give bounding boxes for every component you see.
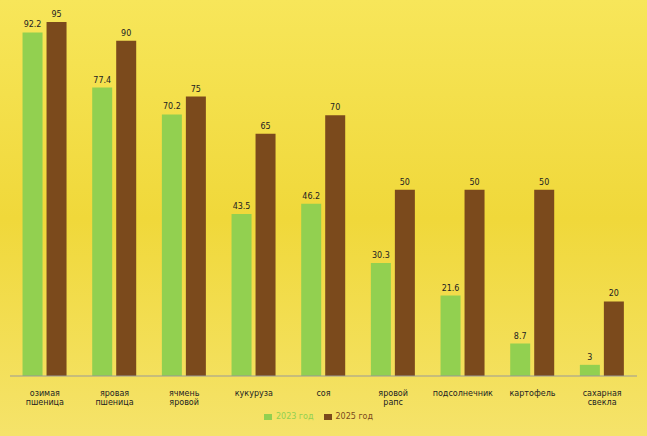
svg-text:50: 50	[400, 178, 410, 187]
svg-text:43.5: 43.5	[233, 202, 251, 211]
svg-text:70.2: 70.2	[163, 102, 181, 111]
svg-text:90: 90	[121, 29, 131, 38]
svg-text:картофель: картофель	[510, 389, 556, 398]
svg-text:подсолнечник: подсолнечник	[433, 389, 493, 398]
svg-text:соя: соя	[316, 389, 330, 398]
svg-text:яроваяпшеница: яроваяпшеница	[95, 389, 133, 407]
svg-text:70: 70	[330, 103, 340, 112]
svg-text:30.3: 30.3	[372, 251, 390, 260]
svg-text:50: 50	[539, 178, 549, 187]
svg-text:сахарнаясвекла: сахарнаясвекла	[583, 389, 622, 407]
svg-text:яровойрапс: яровойрапс	[378, 389, 408, 407]
svg-text:3: 3	[587, 353, 592, 362]
svg-text:8.7: 8.7	[514, 332, 527, 341]
svg-text:65: 65	[260, 122, 270, 131]
svg-text:ячменьяровой: ячменьяровой	[169, 389, 200, 407]
svg-text:20: 20	[609, 289, 619, 298]
svg-text:75: 75	[191, 85, 201, 94]
svg-text:кукуруза: кукуруза	[235, 389, 273, 398]
svg-text:46.2: 46.2	[302, 192, 320, 201]
svg-text:92.2: 92.2	[24, 20, 42, 29]
svg-text:21.6: 21.6	[442, 284, 460, 293]
html-text:2023 год: 2023 год	[276, 412, 314, 421]
svg-text:50: 50	[469, 178, 479, 187]
svg-text:95: 95	[51, 10, 61, 19]
html-text:2025 год: 2025 год	[335, 412, 373, 421]
svg-text:озимаяпшеница: озимаяпшеница	[26, 389, 64, 407]
svg-text:77.4: 77.4	[93, 76, 111, 85]
